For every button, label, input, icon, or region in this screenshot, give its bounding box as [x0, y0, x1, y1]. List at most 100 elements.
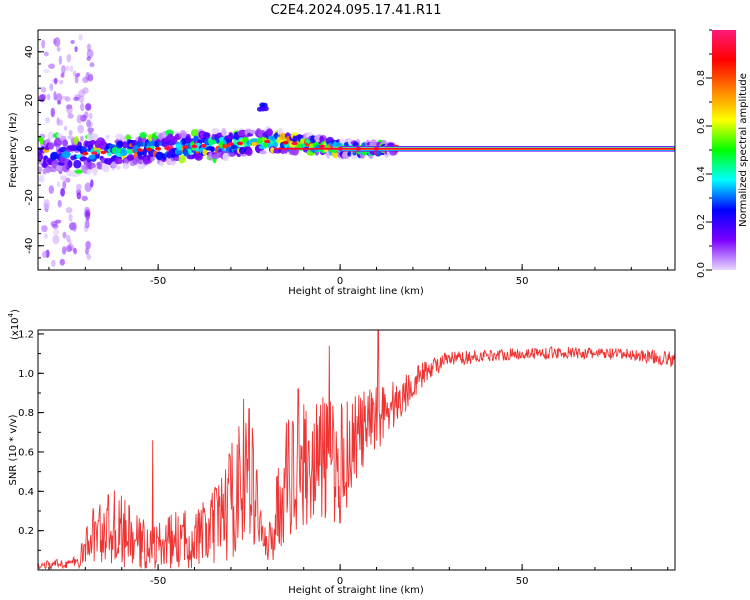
heatmap-noise-cell [59, 79, 64, 85]
colorbar-label: Normalized spectral amplitude [738, 73, 749, 227]
heatmap-ridge-cell [89, 133, 98, 141]
heatmap-noise-cell [55, 93, 63, 103]
heatmap-y-label: Frequency (Hz) [8, 112, 19, 188]
heatmap-noise-cell [57, 199, 62, 208]
heatmap-noise-cell [53, 228, 59, 235]
heatmap-ridge-cell [74, 169, 84, 174]
heatmap-noise-cell [66, 104, 73, 110]
heatmap-noise-cell [61, 65, 66, 74]
heatmap-noise-cell [85, 211, 90, 221]
heatmap-noise-cell [48, 185, 54, 194]
heatmap-noise-cell [62, 246, 67, 255]
heatmap-frame [37, 29, 676, 271]
heatmap-noise-cell [67, 113, 74, 119]
snr-x-label: Height of straight line (km) [288, 585, 424, 596]
heatmap-noise-cell [60, 188, 65, 197]
y-tick-label: -40 [24, 238, 35, 254]
heatmap-noise-cell [64, 96, 71, 102]
heatmap-ridge-cell [86, 134, 91, 141]
heatmap-peak-cell [355, 147, 362, 151]
heatmap-noise-cell [45, 117, 50, 123]
colorbar-tick-label: 0.6 [696, 118, 707, 134]
heatmap-ridge-cell [115, 134, 121, 139]
x-tick-label: -50 [150, 276, 166, 287]
heatmap-noise-cell [48, 63, 55, 69]
heatmap-noise-cell [49, 83, 54, 91]
heatmap-ridge-cell [226, 135, 236, 140]
heatmap-ridge-cell [69, 145, 78, 152]
heatmap-ridge-cell [250, 138, 259, 143]
y-tick-label: -20 [24, 189, 35, 205]
heatmap-noise-cell [51, 259, 56, 267]
x-tick-label: 50 [516, 576, 529, 587]
heatmap-noise-cell [82, 87, 89, 94]
heatmap-noise-cell [43, 199, 50, 209]
heatmap-noise-cell [56, 117, 60, 126]
colorbar-ticks: 0.0 0.2 0.4 0.6 0.8 [696, 29, 712, 278]
heatmap-noise-cell [59, 258, 65, 266]
heatmap-ridge-cell [115, 165, 121, 170]
heatmap-peak-cell [136, 148, 143, 152]
heatmap-noise-cell [86, 56, 91, 61]
colorbar: 0.0 0.2 0.4 0.6 0.8 Normalized spectral ampl… [696, 29, 749, 278]
heatmap-ridge-cell [62, 139, 68, 147]
heatmap-noise-cell [52, 234, 60, 245]
heatmap-ridge-cell [222, 152, 230, 162]
heatmap-noise-cell [86, 253, 92, 260]
heatmap-ridge-cell [270, 147, 275, 154]
heatmap-noise-cell [84, 182, 92, 192]
heatmap-noise-cell [74, 73, 80, 78]
heatmap-ridge-cell [245, 148, 253, 156]
heatmap-noise-cell [65, 65, 70, 72]
snr-series-line [38, 330, 675, 570]
heatmap-noise-cell [84, 111, 89, 119]
heatmap-ridge-cell [178, 154, 186, 164]
heatmap-panel: -50 0 50 -40 -20 0 20 40 Height of straight lin… [8, 29, 676, 297]
snr-y-label: SNR (10 * v/v) [8, 414, 19, 485]
heatmap-noise-cell [56, 46, 61, 52]
heatmap-ridge-cell [159, 161, 165, 167]
heatmap-noise-cell [60, 175, 67, 181]
colorbar-tick-label: 0.0 [696, 262, 707, 278]
y-tick-label: 1.0 [18, 369, 34, 380]
heatmap-noise-cell [70, 40, 75, 44]
heatmap-peak-cell [318, 144, 325, 149]
heatmap-ridge-cell [73, 159, 82, 169]
heatmap-blob-cell [257, 106, 263, 112]
heatmap-noise-cell [85, 240, 91, 250]
heatmap-noise-cell [41, 225, 48, 233]
x-tick-label: 0 [337, 276, 343, 287]
heatmap-noise-cell [64, 125, 68, 131]
heatmap-ridge-cell [150, 156, 155, 162]
heatmap-noise-cell [46, 93, 51, 101]
heatmap-ridge-cell [259, 150, 267, 155]
y-tick-label: 1.2 [18, 329, 34, 340]
heatmap-ridge-cell [120, 147, 128, 156]
heatmap-ridge-cell [122, 162, 130, 170]
heatmap-ridge-cell [122, 141, 128, 149]
heatmap-axes: -50 0 50 -40 -20 0 20 40 [24, 39, 669, 287]
heatmap-ridge-cell [128, 155, 135, 161]
heatmap-ridge-cell [48, 142, 55, 150]
heatmap-peak-cell [282, 140, 289, 145]
heatmap-ridge-cell [126, 148, 134, 155]
heatmap-peak-cell [264, 139, 271, 144]
heatmap-ridge-cell [181, 136, 187, 146]
heatmap-blob-cell [259, 102, 266, 108]
svg-text:(x104): (x104) [7, 309, 21, 340]
heatmap-noise-cell [65, 177, 71, 183]
heatmap-tone-core [274, 147, 675, 150]
colorbar-gradient [712, 30, 736, 270]
heatmap-noise-cell [57, 100, 61, 105]
heatmap-noise-cell [55, 219, 62, 224]
heatmap-noise-cell [89, 112, 93, 120]
heatmap-ridge-cell [73, 136, 79, 145]
heatmap-peak-cell [373, 147, 380, 151]
heatmap-noise-cell [74, 74, 79, 84]
heatmap-noise-cell [50, 107, 55, 118]
heatmap-noise-cell [40, 86, 47, 93]
heatmap-noise-cell [74, 46, 78, 53]
heatmap-ridge-cell [191, 129, 200, 138]
heatmap-noise-cell [43, 251, 48, 258]
heatmap-noise-cell [62, 231, 67, 239]
